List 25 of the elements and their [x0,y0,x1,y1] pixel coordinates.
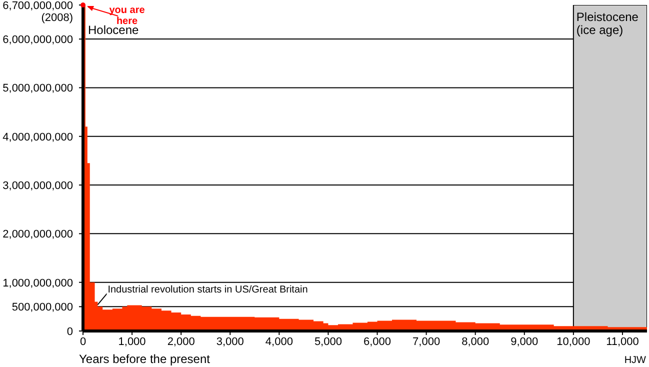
y-tick-label: 4,000,000,000 [2,131,73,144]
y-tick-label: 6,700,000,000 (2008) [2,0,73,24]
y-tick-label: 0 [66,326,73,338]
x-tick-label: 1,000 [118,336,146,348]
x-tick-label: 11,000 [606,336,639,348]
annotation: Industrial revolution starts in US/Great Britain [108,284,308,296]
x-tick-label: 6,000 [363,336,392,348]
x-axis-title: Years before the present [79,352,211,366]
x-tick-label: 2,000 [167,336,195,348]
y-tick-label: 3,000,000,000 [2,180,73,192]
y-tick-label: 5,000,000,000 [2,82,73,95]
x-tick-label: 8,000 [462,336,490,348]
y-tick-label: 1,000,000,000 [2,277,73,290]
y-tick-label: 500,000,000 [12,302,73,314]
x-tick-label: 9,000 [510,336,538,348]
text: HJW [624,355,647,366]
x-tick-label: 4,000 [265,336,293,348]
x-tick-label: 0 [80,336,86,348]
y-tick-label: 2,000,000,000 [2,228,73,241]
y-tick-label: 6,000,000,000 [2,34,73,46]
band-label: Pleistocene (ice age) [576,10,639,37]
x-tick-label: 5,000 [314,336,342,348]
x-tick-label: 7,000 [412,336,440,348]
x-tick-label: 10,000 [556,336,590,348]
x-tick-label: 3,000 [216,336,244,348]
